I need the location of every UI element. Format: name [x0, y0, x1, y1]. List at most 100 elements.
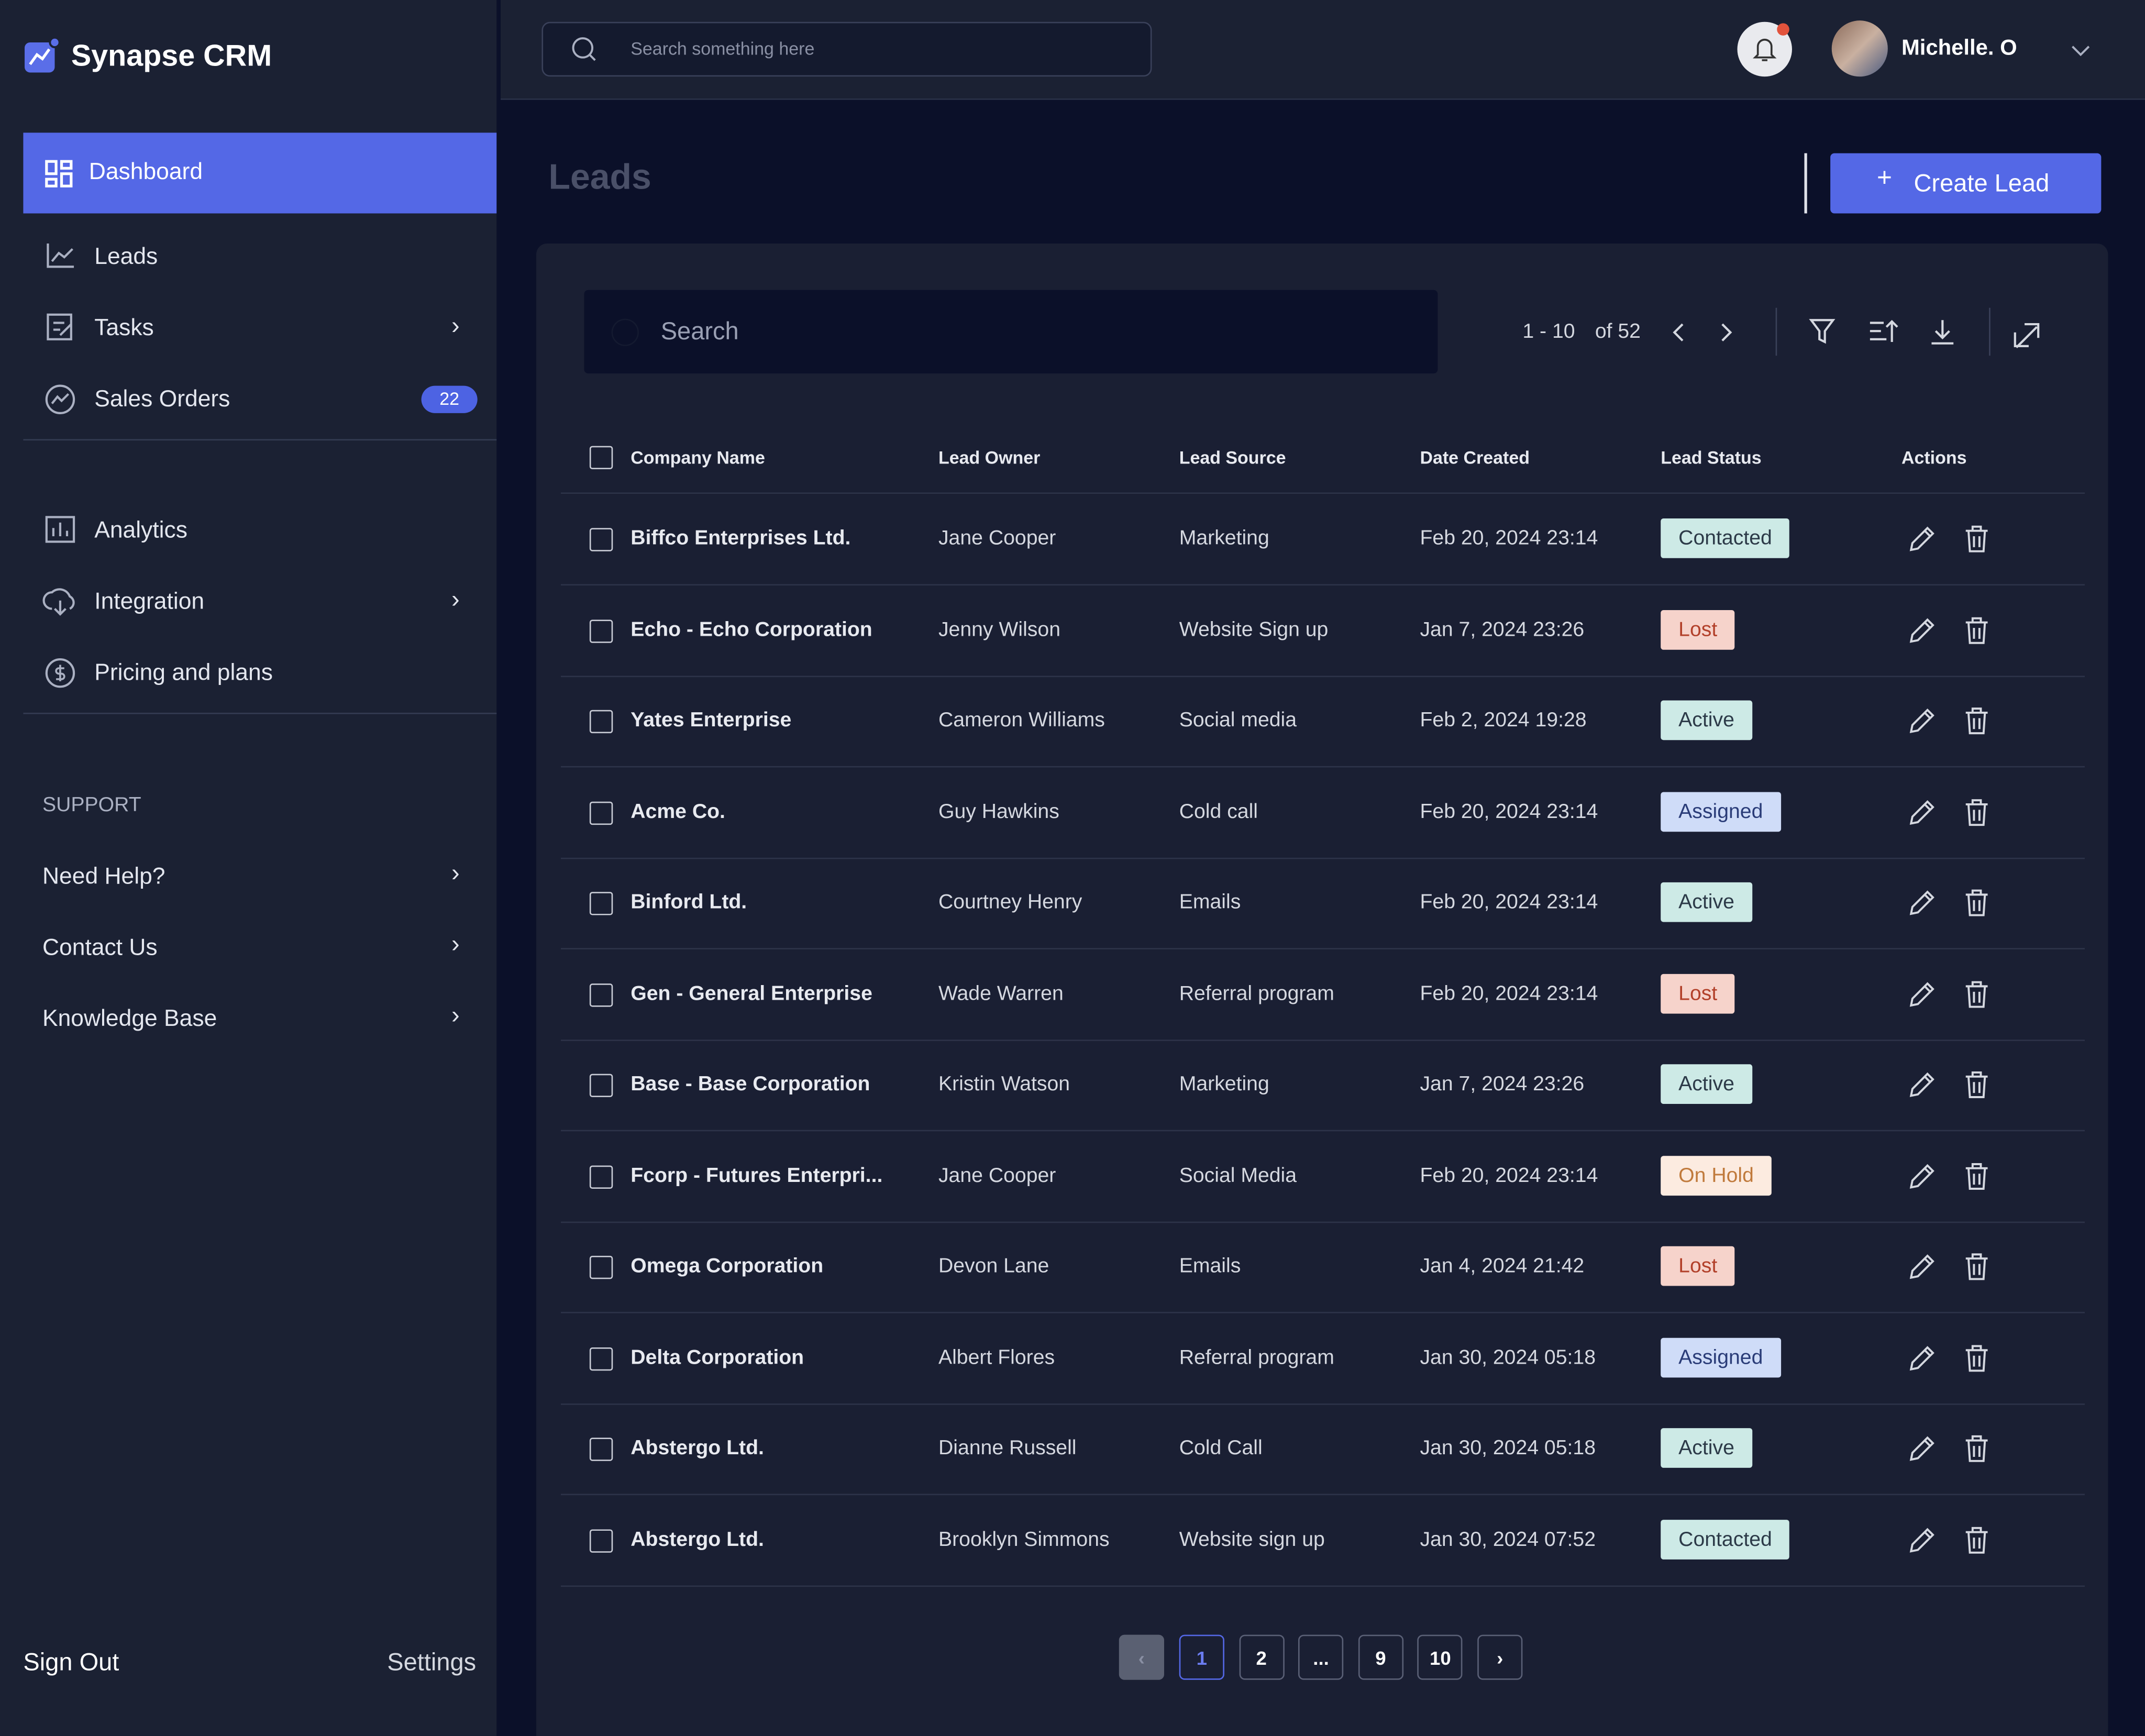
action-icons[interactable] [1908, 1071, 1991, 1098]
sign-out[interactable]: Sign Out [23, 1648, 119, 1676]
nav-item[interactable]: Pricing and plans [94, 659, 273, 685]
toolbar-icons[interactable] [1809, 319, 2056, 349]
dropdown[interactable] [2071, 45, 2091, 57]
cell-source: Social media [1179, 709, 1297, 732]
cell-owner: Albert Flores [938, 1345, 1055, 1369]
row-checkbox[interactable] [589, 1529, 613, 1552]
chevron[interactable]: › [451, 585, 460, 613]
row-checkbox[interactable] [589, 528, 613, 551]
row-checkbox[interactable] [589, 1438, 613, 1461]
chevron[interactable]: › [451, 1001, 460, 1029]
column-header[interactable]: Actions [1901, 447, 1967, 468]
table-search[interactable] [584, 290, 1438, 374]
action-icons[interactable] [1908, 1162, 1991, 1189]
status-pill: Active [1661, 882, 1752, 922]
cell-company: Base - Base Corporation [631, 1072, 870, 1096]
page-button[interactable]: 1 [1179, 1634, 1224, 1680]
total: of 52 [1595, 320, 1641, 344]
row-divider [561, 675, 2085, 677]
chevron[interactable]: › [451, 312, 460, 339]
row-divider [561, 1312, 2085, 1313]
row-checkbox[interactable] [589, 710, 613, 734]
action-icons[interactable] [1908, 616, 1991, 644]
action-icons[interactable] [1908, 889, 1991, 916]
cell-company: Biffco Enterprises Ltd. [631, 526, 851, 550]
cell-source: Cold call [1179, 799, 1258, 823]
row-checkbox[interactable] [589, 982, 613, 1007]
action-icons[interactable] [1908, 707, 1991, 735]
row-actions[interactable] [1908, 1071, 1991, 1098]
row-checkbox[interactable] [589, 801, 613, 824]
divider [1989, 307, 1991, 356]
column-header[interactable]: Lead Owner [938, 447, 1041, 468]
action-icons[interactable] [1908, 1344, 1991, 1372]
row-checkbox[interactable] [589, 1346, 613, 1370]
bell [1753, 38, 1777, 61]
cell-owner: Guy Hawkins [938, 799, 1059, 823]
row-actions[interactable] [1908, 616, 1991, 644]
cell-company: Abstergo Ltd. [631, 1527, 764, 1551]
cell-date: Feb 2, 2024 19:28 [1420, 709, 1587, 732]
range: 1 - 10 [1522, 320, 1575, 344]
create-lead-label[interactable]: Create Lead [1914, 169, 2050, 197]
column-header[interactable]: Company Name [631, 447, 765, 468]
row-actions[interactable] [1908, 889, 1991, 916]
nav-item[interactable]: Sales Orders [94, 385, 230, 412]
nav-item[interactable]: Tasks [94, 314, 154, 341]
action-icons[interactable] [1908, 1435, 1991, 1462]
row-checkbox[interactable] [589, 1255, 613, 1279]
action-icons[interactable] [1908, 525, 1991, 552]
row-checkbox[interactable] [589, 892, 613, 915]
cell-owner: Devon Lane [938, 1254, 1049, 1278]
nav-item[interactable]: Need Help? [42, 863, 165, 889]
search-placeholder: Search something here [631, 38, 815, 59]
action-icons[interactable] [1908, 1526, 1991, 1553]
row-actions[interactable] [1908, 1253, 1991, 1280]
cell-source: Marketing [1179, 1072, 1269, 1096]
column-header[interactable]: Lead Source [1179, 447, 1286, 468]
prev-page[interactable]: ‹ [1119, 1634, 1164, 1680]
nav-item[interactable]: Contact Us [42, 934, 158, 960]
action-icons[interactable] [1908, 798, 1991, 825]
page-button[interactable]: ... [1298, 1634, 1344, 1680]
cell-date: Jan 7, 2024 23:26 [1420, 1072, 1585, 1096]
row-checkbox[interactable] [589, 619, 613, 643]
row-checkbox[interactable] [589, 1074, 613, 1097]
page-button[interactable]: 9 [1358, 1634, 1403, 1680]
page-button[interactable]: 10 [1418, 1634, 1463, 1680]
nav-item[interactable]: Integration [94, 588, 205, 614]
column-header[interactable]: Lead Status [1661, 447, 1762, 468]
nav-item[interactable]: Dashboard [89, 159, 203, 185]
create-lead-button[interactable] [1830, 153, 2102, 214]
row-actions[interactable] [1908, 707, 1991, 735]
select-all[interactable] [589, 446, 613, 469]
row-actions[interactable] [1908, 980, 1991, 1008]
user-name[interactable]: Michelle. O [1901, 37, 2017, 60]
action-icons[interactable] [1908, 1253, 1991, 1280]
next-page[interactable]: › [1477, 1634, 1523, 1680]
row-actions[interactable] [1908, 798, 1991, 825]
global-search[interactable] [541, 21, 1152, 77]
column-header[interactable]: Date Created [1420, 447, 1530, 468]
row-actions[interactable] [1908, 1344, 1991, 1372]
nav-active[interactable] [23, 132, 497, 214]
chevron[interactable]: › [451, 930, 460, 958]
action-icons[interactable] [1908, 980, 1991, 1008]
cell-company: Yates Enterprise [631, 709, 792, 732]
page-arrows[interactable] [1672, 323, 1754, 342]
settings[interactable]: Settings [387, 1648, 477, 1676]
row-checkbox[interactable] [589, 1165, 613, 1188]
row-actions[interactable] [1908, 1526, 1991, 1553]
chevron[interactable]: › [451, 859, 460, 887]
avatar[interactable] [1831, 20, 1888, 77]
nav-item[interactable]: Analytics [94, 517, 187, 544]
row-divider [561, 1585, 2085, 1586]
row-actions[interactable] [1908, 525, 1991, 552]
status-pill: Assigned [1661, 791, 1781, 831]
page-button[interactable]: 2 [1239, 1634, 1284, 1680]
nav-item[interactable]: Leads [94, 243, 158, 270]
icon [47, 243, 74, 268]
row-actions[interactable] [1908, 1162, 1991, 1189]
nav-item[interactable]: Knowledge Base [42, 1005, 217, 1032]
row-actions[interactable] [1908, 1435, 1991, 1462]
